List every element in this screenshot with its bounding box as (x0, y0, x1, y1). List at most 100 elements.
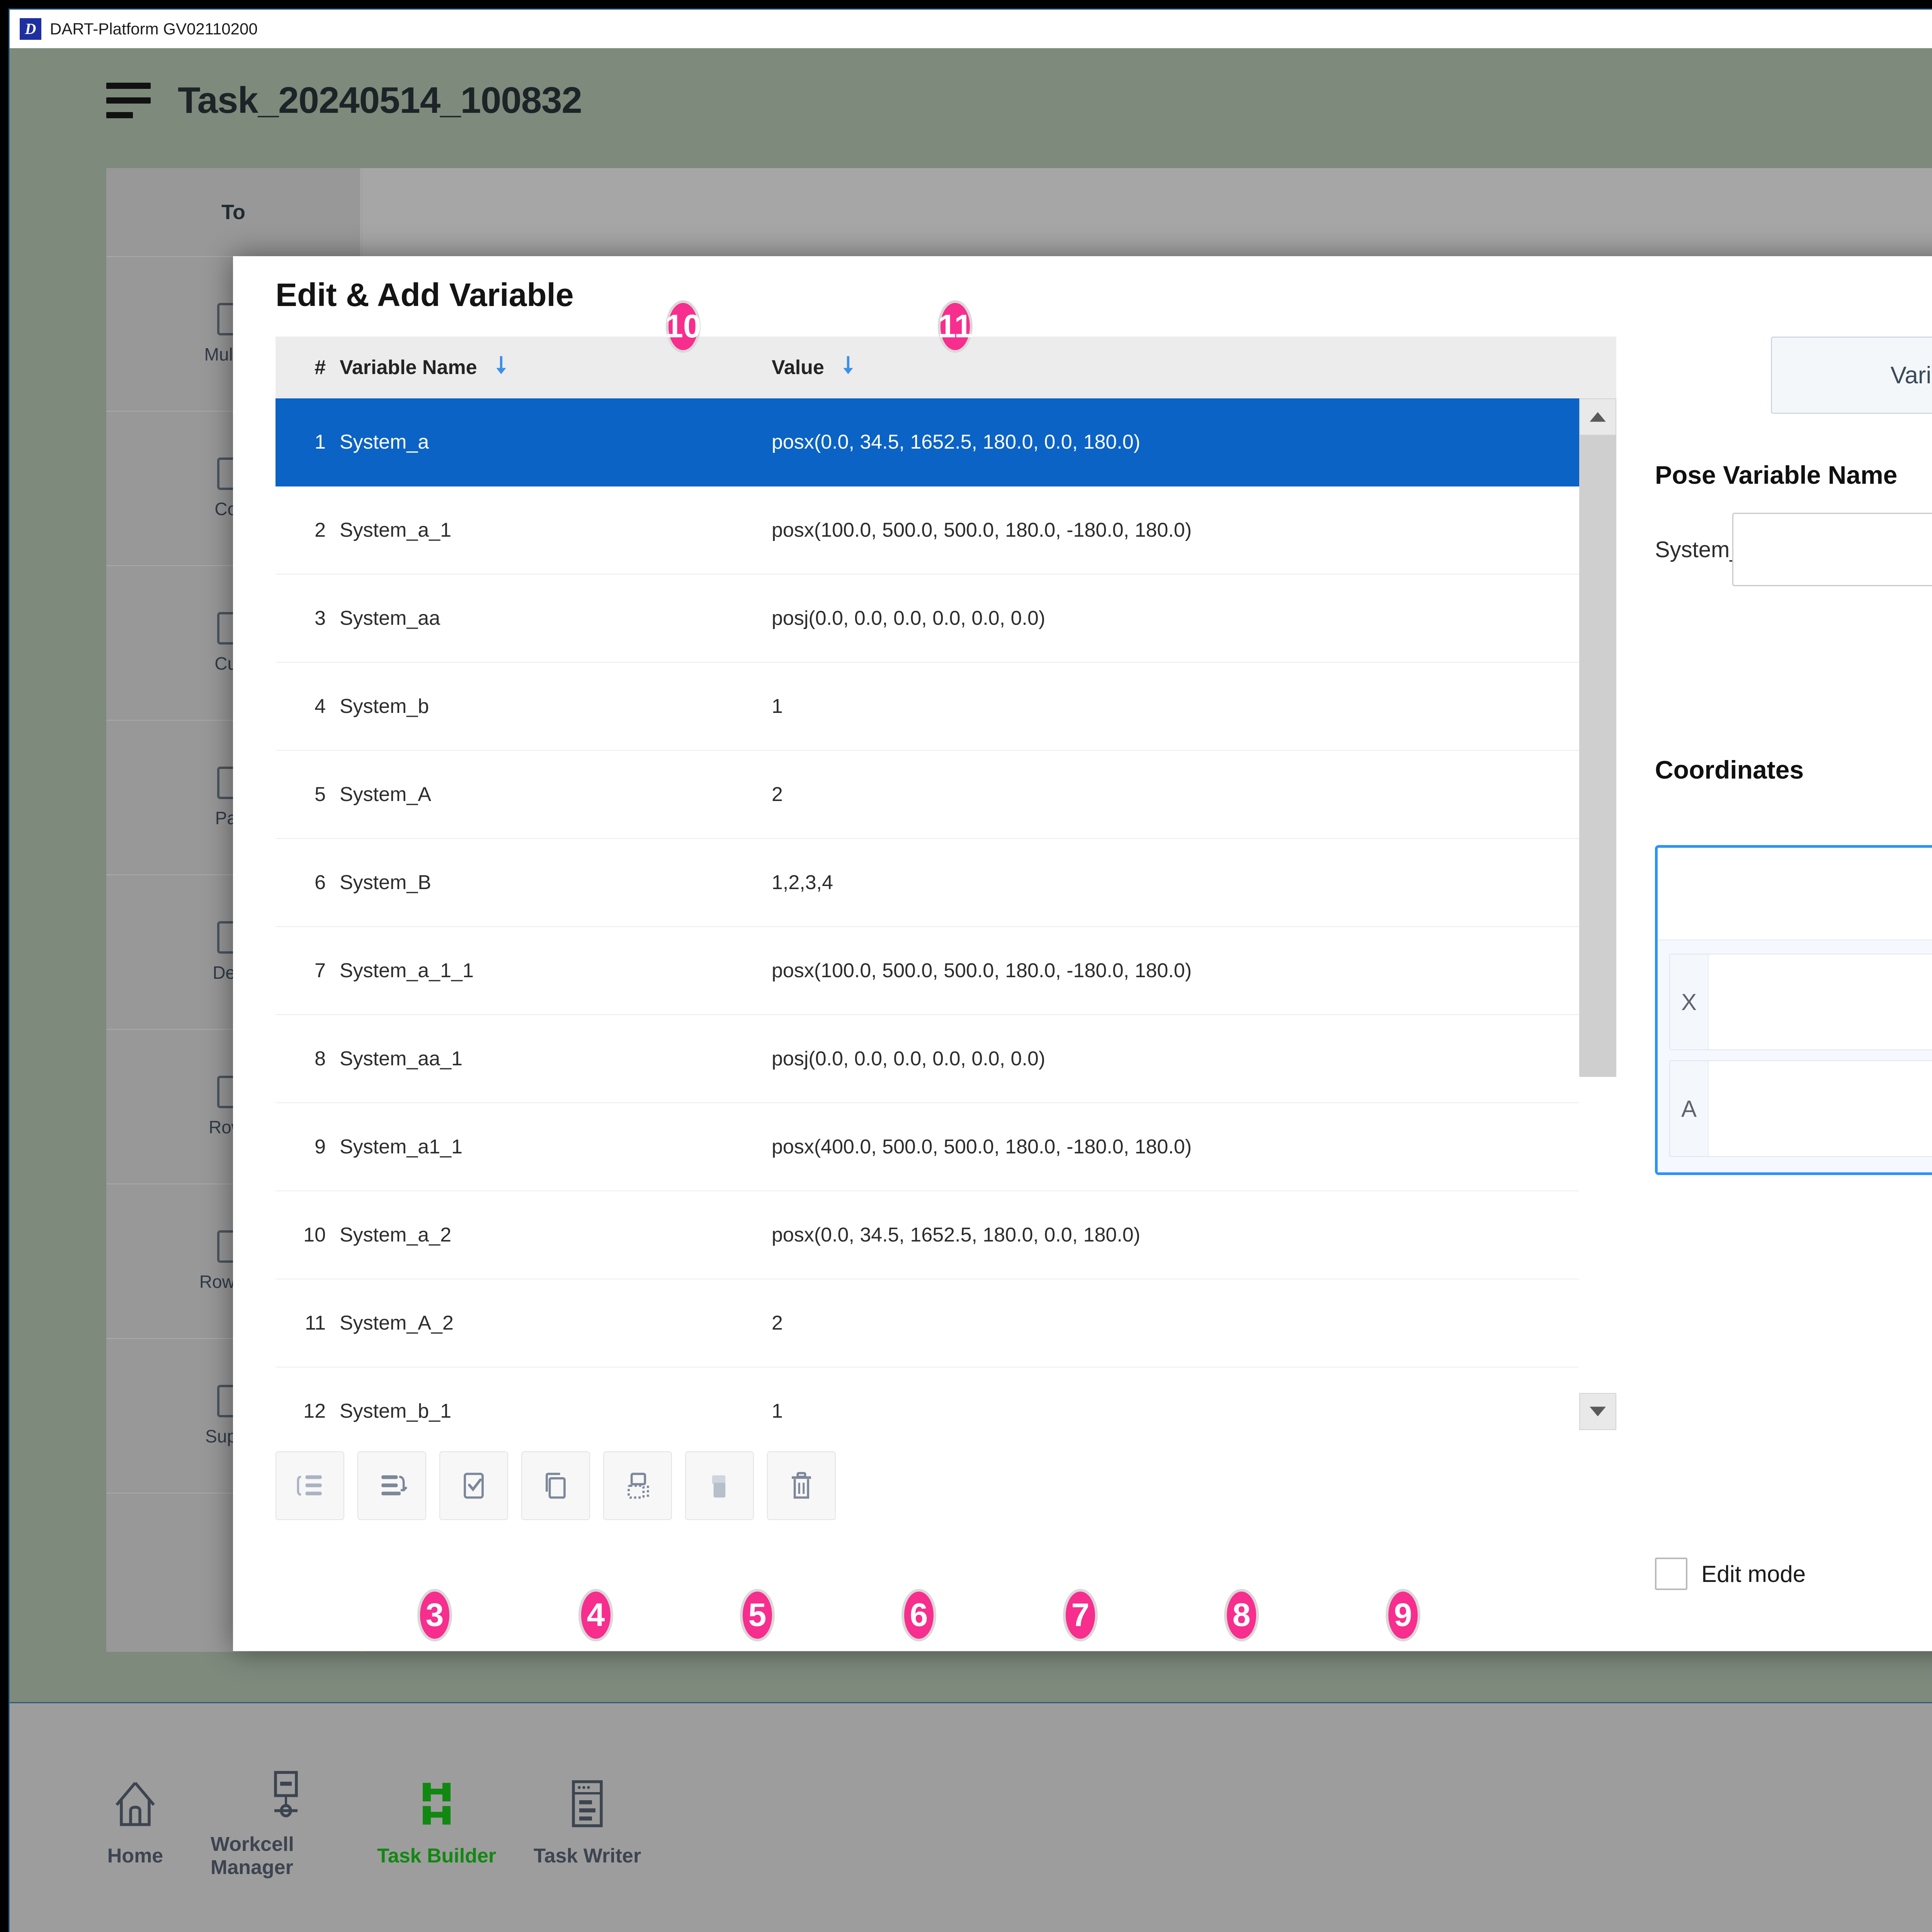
row-variable-name: System_A_2 (340, 1312, 454, 1334)
table-row[interactable]: 2 System_a_1 posx(100.0, 500.0, 500.0, 1… (276, 486, 1616, 575)
row-variable-name: System_A (340, 783, 431, 806)
pose-field-x-label: X (1670, 954, 1709, 1049)
callout-badge-9: 9 (1386, 1588, 1420, 1642)
nav-task-writer[interactable]: Task Writer (512, 1703, 663, 1932)
copy-icon[interactable] (521, 1451, 590, 1520)
row-variable-name: System_aa (340, 607, 440, 629)
pose-field-row-xyz: X mm Y mm Z (1669, 954, 1932, 1050)
table-row[interactable]: 1 System_a posx(0.0, 34.5, 1652.5, 180.0… (276, 398, 1616, 486)
variable-table-body[interactable]: 1 System_a posx(0.0, 34.5, 1652.5, 180.0… (276, 398, 1616, 1430)
sort-down-arrow-icon[interactable] (493, 355, 510, 381)
triangle-down-icon[interactable] (1579, 1393, 1616, 1430)
nav-task-builder[interactable]: Task Builder (361, 1703, 512, 1932)
pose-editor-panel: Variable Array Pose Pose Variable Name S… (1655, 337, 1932, 1619)
indent-increase-icon[interactable] (357, 1451, 426, 1520)
table-row[interactable]: 8 System_aa_1 posj(0.0, 0.0, 0.0, 0.0, 0… (276, 1015, 1616, 1103)
triangle-up-icon[interactable] (1579, 398, 1616, 435)
workcell-icon (274, 1770, 298, 1817)
row-number: 7 (315, 959, 326, 982)
edit-mode-label: Edit mode (1701, 1561, 1806, 1587)
table-row[interactable]: 3 System_aa posj(0.0, 0.0, 0.0, 0.0, 0.0… (276, 575, 1616, 663)
hamburger-menu-icon[interactable] (106, 74, 151, 127)
task-builder-icon (423, 1782, 451, 1825)
row-number: 5 (315, 783, 326, 806)
edit-mode-checkbox[interactable] (1655, 1558, 1687, 1590)
row-variable-name: System_B (340, 871, 431, 894)
table-row[interactable]: 10 System_a_2 posx(0.0, 34.5, 1652.5, 18… (276, 1191, 1616, 1279)
scrollbar-thumb[interactable] (1579, 435, 1616, 1077)
row-value: posx(0.0, 34.5, 1652.5, 180.0, 0.0, 180.… (772, 1224, 1141, 1246)
table-row[interactable]: 5 System_A 2 (276, 751, 1616, 839)
pose-field-a-input[interactable] (1709, 1061, 1932, 1156)
row-variable-name: System_a_1 (340, 519, 452, 541)
callout-badge-5: 5 (740, 1588, 775, 1642)
tab-variable[interactable]: Variable (1772, 338, 1932, 413)
sort-down-arrow-icon[interactable] (840, 355, 857, 381)
row-number: 2 (315, 519, 326, 541)
row-number: 3 (315, 607, 326, 629)
variable-list-panel: # Variable Name Value (276, 337, 1616, 1619)
row-value: posx(100.0, 500.0, 500.0, 180.0, -180.0,… (772, 519, 1192, 541)
callout-badge-7: 7 (1063, 1588, 1098, 1642)
row-variable-name: System_a (340, 431, 429, 453)
trash-icon[interactable] (767, 1451, 836, 1520)
page-title: Task_20240514_100832 (178, 80, 582, 121)
pose-field-a[interactable]: A ° (1669, 1060, 1932, 1157)
callout-badge-11: 11 (938, 300, 973, 353)
variable-type-tabs: Variable Array Pose (1771, 337, 1932, 414)
row-value: posj(0.0, 0.0, 0.0, 0.0, 0.0, 0.0) (772, 607, 1046, 629)
bottom-navigation: Home Workcell Manager (10, 1702, 1932, 1932)
row-number: 8 (315, 1048, 326, 1070)
callout-badge-10: 10 (665, 300, 701, 353)
table-scrollbar[interactable] (1579, 398, 1616, 1430)
edit-add-variable-dialog: Edit & Add Variable # Variable Name (233, 256, 1932, 1651)
table-row[interactable]: 9 System_a1_1 posx(400.0, 500.0, 500.0, … (276, 1103, 1616, 1191)
pose-field-x-input[interactable] (1709, 954, 1932, 1049)
column-header-value-label: Value (772, 356, 824, 379)
table-row[interactable]: 11 System_A_2 2 (276, 1279, 1616, 1367)
window-title: DART-Platform GV02110200 (50, 19, 258, 38)
pose-field-x[interactable]: X mm (1669, 954, 1932, 1050)
row-variable-name: System_a_1_1 (340, 959, 474, 982)
home-icon (116, 1782, 155, 1826)
row-number: 4 (315, 695, 326, 718)
row-value: 1 (772, 1400, 783, 1422)
app-header: Task_20240514_100832 (10, 48, 1932, 153)
row-value: posx(0.0, 34.5, 1652.5, 180.0, 0.0, 180.… (772, 431, 1141, 453)
column-header-variable-name[interactable]: Variable Name (326, 355, 766, 381)
callout-badge-6: 6 (901, 1588, 936, 1642)
row-number: 1 (315, 431, 326, 453)
table-row[interactable]: 7 System_a_1_1 posx(100.0, 500.0, 500.0,… (276, 927, 1616, 1015)
nav-workcell-manager-label: Workcell Manager (211, 1833, 294, 1879)
row-number: 6 (315, 871, 326, 894)
window-titlebar: D DART-Platform GV02110200 (10, 10, 1932, 48)
row-variable-name: System_a1_1 (340, 1136, 463, 1158)
pose-name-input[interactable] (1732, 513, 1932, 586)
indent-decrease-icon[interactable] (276, 1451, 344, 1520)
background-table-header: V (362, 168, 1932, 257)
nav-home[interactable]: Home (60, 1703, 211, 1932)
nav-home-label: Home (107, 1844, 163, 1867)
row-value: 2 (772, 1312, 783, 1334)
nav-workcell-manager[interactable]: Workcell Manager (211, 1703, 361, 1932)
column-header-value[interactable]: Value (766, 355, 1616, 381)
callout-badge-4: 4 (578, 1588, 613, 1642)
background-sidebar-header: To (106, 168, 361, 257)
nav-task-builder-label: Task Builder (377, 1844, 497, 1867)
cut-dashed-icon[interactable] (603, 1451, 672, 1520)
row-number: 10 (303, 1224, 326, 1246)
select-check-icon[interactable] (439, 1451, 508, 1520)
callout-badge-3: 3 (417, 1588, 452, 1642)
pose-field-grid: X mm Y mm Z (1658, 940, 1932, 1172)
os-window: D DART-Platform GV02110200 Task_20240514… (9, 9, 1932, 1932)
table-row[interactable]: 6 System_B 1,2,3,4 (276, 839, 1616, 927)
app-logo-icon: D (20, 18, 41, 40)
table-row[interactable]: 12 System_b_1 1 (276, 1367, 1616, 1430)
table-row[interactable]: 4 System_b 1 (276, 663, 1616, 751)
pose-coordinates-panel: Get Pose Move To (1655, 845, 1932, 1175)
coordinates-row: Coordinates BASE (1655, 733, 1932, 806)
row-value: posj(0.0, 0.0, 0.0, 0.0, 0.0, 0.0) (772, 1048, 1046, 1070)
pose-name-label: Pose Variable Name (1655, 461, 1898, 489)
dialog-header: Edit & Add Variable (233, 256, 1932, 333)
paste-icon[interactable] (685, 1451, 754, 1520)
